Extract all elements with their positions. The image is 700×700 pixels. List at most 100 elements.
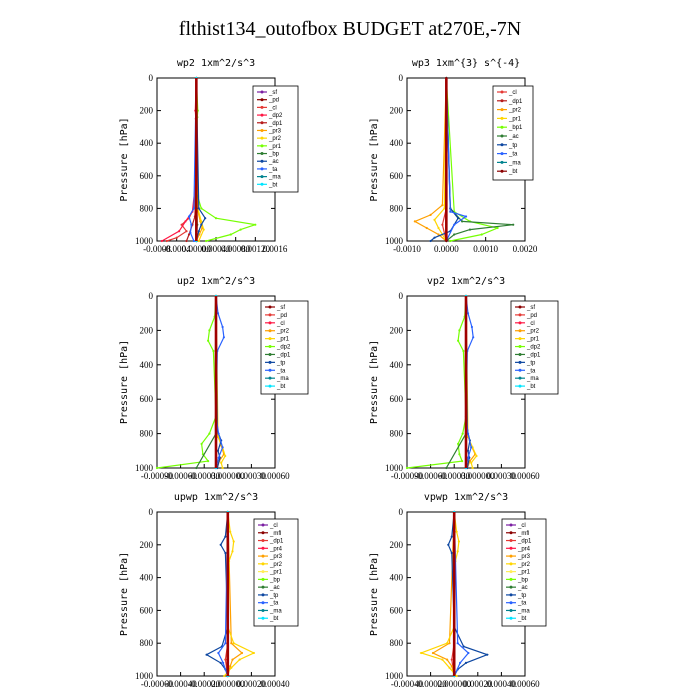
legend-label: _ma [268,175,281,181]
legend-marker [268,368,272,372]
y-tick-label: 600 [390,394,404,404]
legend-label: _dp1 [517,539,532,545]
panel-4: vp2 1xm^2/s^3 0 200 400 600 800 1000 Pressure [… [369,276,559,481]
series-point [468,228,471,231]
x-tick-label: -0.00090 [141,471,174,481]
y-tick-label: 0 [149,73,154,83]
x-tick-label: 0.00030 [487,471,517,481]
x-tick-label: 0.0010 [473,244,498,254]
series-point [446,642,449,645]
legend-label: _pr2 [508,108,522,114]
legend-label: _dp1 [276,352,291,358]
legend-marker [268,352,272,356]
legend-label: _bt [269,616,279,622]
y-tick-label: 200 [140,106,154,116]
legend-label: _ta [268,167,278,173]
legend-marker [509,616,513,620]
legend-marker [500,160,504,164]
series-point [224,535,227,538]
legend-label: _pd [276,313,287,319]
series-point [216,449,220,452]
series-point [466,456,470,459]
legend-marker [500,152,504,156]
legend-marker [261,593,265,597]
legend-marker [518,313,522,317]
series-point [178,230,181,233]
series-point [441,204,444,207]
series-point [455,674,458,678]
legend-marker [261,546,265,550]
legend-marker [268,337,272,341]
series-point [224,551,227,555]
series-point [205,239,208,243]
legend-marker [509,546,513,550]
series-point [230,666,233,669]
legend-label: _dp2 [276,345,291,351]
series-line-pr3 [431,511,455,677]
x-tick-label: 0.00020 [463,679,493,689]
legend-label: _dp1 [268,121,283,127]
y-tick-label: 200 [140,540,154,550]
legend-marker [260,105,264,109]
legend-marker [500,125,504,129]
series-point [240,651,244,655]
series-point [462,645,465,648]
legend-marker [500,99,504,103]
x-tick-label: -0.00040 [391,679,424,689]
legend-label: _pr2 [268,136,282,142]
series-point [450,665,453,668]
legend-label: _pr3 [517,554,531,560]
series-point [222,661,225,665]
series-point [429,213,432,216]
y-tick-label: 200 [390,540,404,550]
series-point [457,442,460,445]
x-tick-label: 0.000000 [211,471,245,481]
series-point [461,220,464,223]
series-point [165,239,168,243]
panel-title: upwp 1xm^2/s^3 [174,492,258,503]
x-tick-label: 0.000000 [437,679,471,689]
series-point [219,543,222,546]
series-point [456,642,459,645]
series-point [200,442,203,445]
legend-label: _pr1 [526,337,540,343]
y-axis-label: Pressure [hPa] [369,117,380,201]
series-point [221,466,224,470]
series-point [448,642,451,645]
legend-label: _ac [269,585,280,591]
series-point [205,653,208,656]
series-point [224,658,227,661]
legend-label: _pr2 [269,562,283,568]
legend-marker [509,523,513,527]
legend-marker [260,159,264,163]
series-line-dp2 [156,295,217,469]
legend-marker [260,144,264,148]
legend-label: _pd [526,313,537,319]
panel-3: up2 1xm^2/s^3 0 200 400 600 800 1000 Pressure [… [119,276,309,481]
legend-marker [500,169,504,173]
legend-label: _ma [517,608,530,614]
series-point [496,226,499,230]
y-tick-label: 1000 [385,463,404,473]
y-tick-label: 0 [399,507,404,517]
series-point [462,349,465,353]
y-tick-label: 400 [390,138,404,148]
legend-marker [260,182,264,186]
series-point [220,461,223,464]
series-point [449,239,452,243]
legend-label: _tp [526,360,536,366]
series-line-dp2 [161,77,197,242]
series-point [405,466,409,470]
legend-label: _ma [276,376,289,382]
legend-marker [261,539,265,543]
series-group [160,76,257,243]
x-tick-label: -0.0004 [163,244,191,254]
series-point [254,223,257,226]
x-tick-label: 0.000000 [461,471,495,481]
y-tick-label: 400 [140,360,154,370]
legend-label: _bp [269,577,281,583]
series-point [200,223,203,226]
legend-box [253,518,299,627]
x-tick-label: 0.0020 [513,244,538,254]
legend-label: _ta [276,368,286,374]
